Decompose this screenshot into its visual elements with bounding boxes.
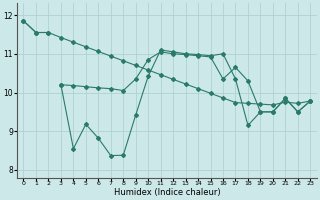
X-axis label: Humidex (Indice chaleur): Humidex (Indice chaleur) <box>114 188 220 197</box>
